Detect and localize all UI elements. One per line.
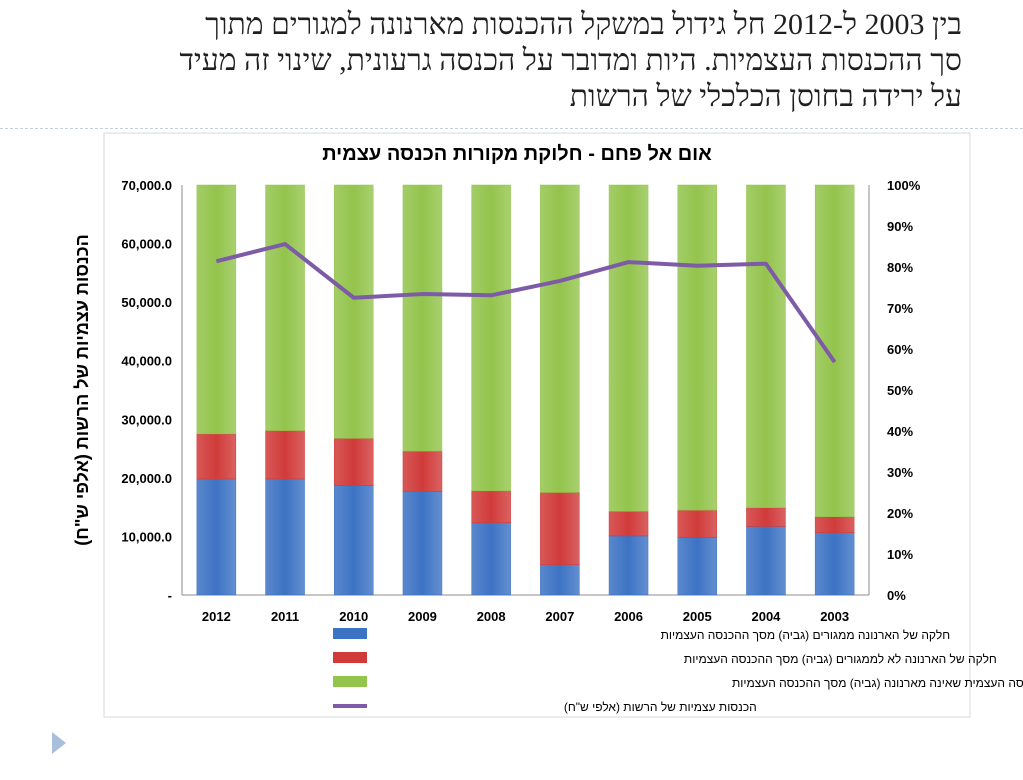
y2-tick-label: 30%	[887, 465, 913, 480]
y-axis-label: הכנסות עצמיות של הרשות (אלפי ש"ח)	[72, 234, 92, 546]
next-slide-arrow-icon[interactable]	[52, 732, 66, 754]
x-tick-label: 2004	[751, 609, 781, 624]
title-divider	[0, 128, 1023, 129]
y2-tick-label: 20%	[887, 506, 913, 521]
bar-segment	[196, 433, 237, 480]
bar-segment	[814, 532, 855, 596]
bar-segment	[814, 516, 855, 533]
bar-segment	[334, 438, 374, 486]
bar-segment	[196, 478, 237, 596]
bar-segment	[677, 509, 717, 538]
x-tick-label: 2009	[408, 609, 437, 624]
x-tick-label: 2010	[339, 609, 368, 624]
x-tick-label: 2006	[614, 609, 643, 624]
x-tick-label: 2003	[820, 609, 849, 624]
legend-marker	[333, 628, 367, 639]
y2-tick-label: 80%	[887, 260, 913, 275]
y2-tick-label: 0%	[887, 588, 906, 603]
bar-segment	[402, 491, 443, 596]
y2-tick-label: 10%	[887, 547, 913, 562]
slide-title-line: בין 2003 ל-2012 חל גידול במשקל ההכנסות מ…	[205, 8, 962, 41]
bar-segment	[471, 522, 511, 596]
bar-segment	[608, 184, 649, 512]
y-tick-label: 50,000.0	[121, 295, 172, 310]
legend-marker	[333, 676, 367, 687]
bar-segment	[265, 430, 305, 480]
bar-segment	[677, 184, 717, 511]
bar-segment	[746, 507, 786, 527]
bar-segment	[814, 184, 855, 517]
bar-segment	[265, 478, 305, 596]
legend-label: חלקה של הכנסה העצמית שאינה מארנונה (גביה…	[732, 676, 1023, 690]
bar-segment	[471, 490, 511, 524]
legend-marker	[333, 652, 367, 663]
y2-tick-label: 100%	[887, 178, 921, 193]
legend-label: הכנסות עצמיות של הרשות (אלפי ש"ח)	[564, 700, 757, 714]
y-tick-label: 10,000.0	[121, 529, 172, 544]
y-tick-label: -	[168, 588, 172, 603]
bar-segment	[540, 184, 580, 493]
bar-segment	[196, 184, 237, 435]
x-tick-label: 2012	[202, 609, 231, 624]
y-tick-label: 70,000.0	[121, 178, 172, 193]
bar-segment	[402, 450, 443, 492]
bar-segment	[402, 184, 443, 452]
slide-title-line: סך ההכנסות העצמיות. היות ומדובר על הכנסה…	[179, 44, 963, 77]
bar-segment	[334, 184, 374, 439]
bar-segment	[540, 564, 580, 596]
y-tick-label: 60,000.0	[121, 237, 172, 252]
bar-segment	[334, 485, 374, 596]
legend: חלקה של הארנונה ממגורים (גביה) מסך ההכנס…	[333, 628, 1023, 714]
x-tick-label: 2005	[683, 609, 712, 624]
y2-tick-label: 60%	[887, 342, 913, 357]
x-tick-label: 2007	[545, 609, 574, 624]
bar-segment	[608, 511, 649, 537]
x-tick-label: 2011	[271, 609, 299, 624]
y-tick-label: 30,000.0	[121, 412, 172, 427]
slide-title-line: על ירידה בחוסן הכלכלי של הרשות	[569, 80, 962, 113]
bar-segment	[608, 535, 649, 596]
chart-title: אום אל פחם - חלוקת מקורות הכנסה עצמית	[322, 143, 712, 165]
bar-segment	[746, 526, 786, 596]
legend-label: חלקה של הארנונה ממגורים (גביה) מסך ההכנס…	[661, 628, 951, 642]
series-line	[215, 242, 837, 364]
plot-area: 70,000.0 60,000.0 50,000.0 40,000.0 30,000.0…	[121, 178, 920, 624]
bar-segment	[746, 184, 786, 508]
y-tick-label: 40,000.0	[121, 354, 172, 369]
slide-title: בין 2003 ל-2012 חל גידול במשקל ההכנסות מ…	[20, 4, 963, 113]
bar-segment	[265, 184, 305, 431]
y2-tick-label: 50%	[887, 383, 913, 398]
y2-tick-label: 40%	[887, 424, 913, 439]
bar-segment	[677, 537, 717, 596]
y2-tick-label: 90%	[887, 219, 913, 234]
legend-label: חלקה של הארנונה לא לממגורים (גביה) מסך ה…	[684, 652, 997, 666]
y-tick-label: 20,000.0	[121, 471, 172, 486]
y2-tick-label: 70%	[887, 301, 913, 316]
x-tick-label: 2008	[477, 609, 506, 624]
bar-segment	[540, 492, 580, 565]
bar-segment	[471, 184, 511, 492]
